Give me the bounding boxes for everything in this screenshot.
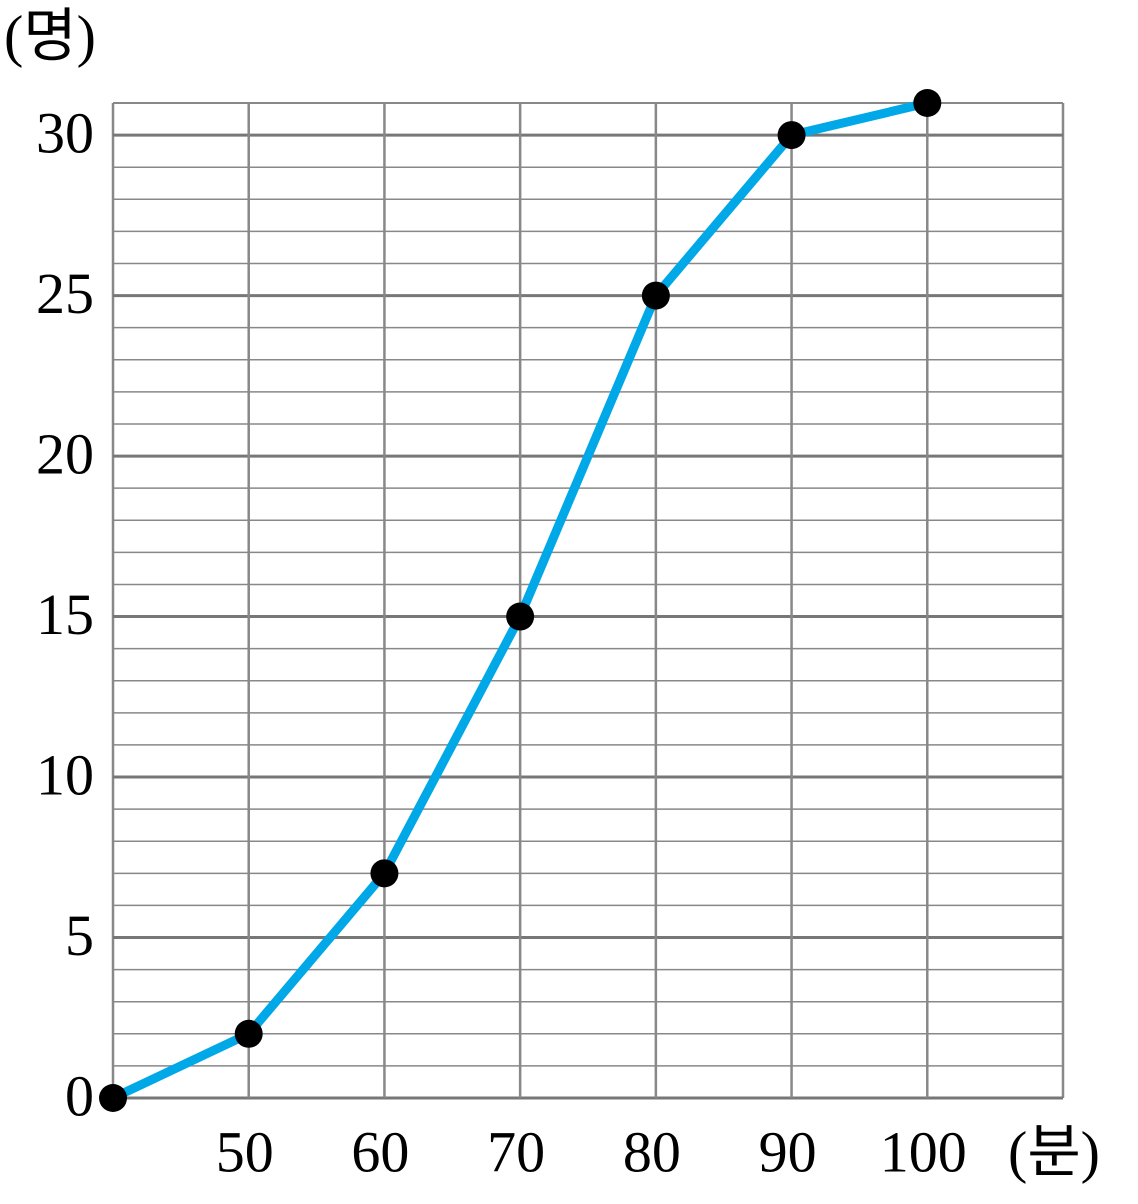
y-tick-label: 20 [36, 421, 94, 486]
data-point [913, 89, 942, 117]
data-point [506, 602, 535, 631]
x-axis-label: (분) [1008, 1119, 1100, 1184]
y-tick-label: 5 [65, 903, 94, 968]
x-tick-label: 70 [487, 1119, 545, 1184]
y-tick-label: 0 [65, 1063, 94, 1128]
x-tick-label: 50 [216, 1119, 274, 1184]
y-tick-label: 30 [36, 100, 94, 165]
data-point [777, 121, 806, 150]
y-axis-label: (명) [4, 3, 96, 68]
data-point [99, 1084, 127, 1112]
data-point [641, 281, 670, 310]
x-tick-label: 100 [880, 1119, 967, 1184]
x-tick-label: 60 [351, 1119, 409, 1184]
data-point [234, 1019, 263, 1048]
y-tick-label: 15 [36, 582, 94, 647]
data-point [370, 859, 399, 888]
x-tick-label: 90 [759, 1119, 817, 1184]
x-tick-label: 80 [623, 1119, 681, 1184]
y-tick-label: 25 [36, 261, 94, 326]
y-tick-label: 10 [36, 742, 94, 807]
